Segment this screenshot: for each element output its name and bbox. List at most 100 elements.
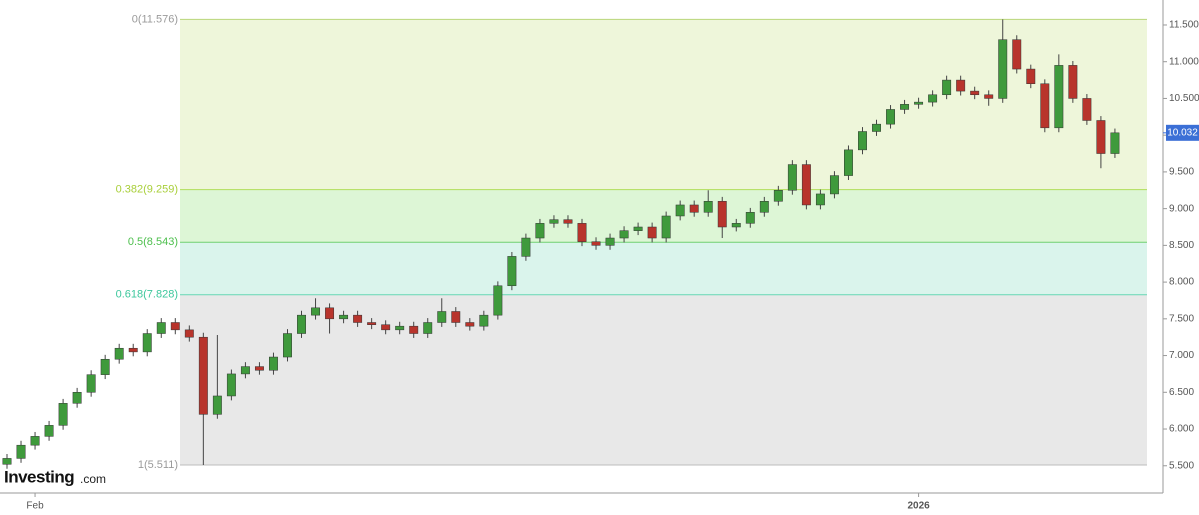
candle-body: [44, 425, 54, 437]
candle-body: [198, 336, 208, 415]
candle-body: [311, 307, 320, 316]
candle-body: [535, 223, 545, 239]
candle-body: [773, 190, 783, 202]
candle-body: [114, 347, 124, 360]
candle-body: [240, 366, 250, 375]
candle-body: [1096, 120, 1106, 154]
candle-body: [521, 237, 531, 257]
candle-body: [900, 104, 910, 110]
y-tick-label: 11.000: [1169, 56, 1199, 67]
candle-body: [437, 311, 447, 323]
candle-body: [717, 201, 727, 228]
candle-body: [1082, 98, 1092, 121]
candle-body: [58, 403, 68, 426]
candle-body: [325, 307, 335, 320]
candle-body: [423, 322, 433, 334]
logo-brand: Investing: [4, 467, 74, 486]
candle-body: [633, 226, 643, 231]
fib-zone: [180, 294, 1147, 465]
candle-body: [731, 223, 741, 228]
candle-body: [703, 201, 713, 213]
candle-body: [30, 436, 40, 446]
candle-body: [381, 324, 391, 331]
candle-body: [339, 314, 349, 320]
candle-body: [2, 458, 12, 465]
fib-zone: [180, 242, 1147, 295]
candle-body: [465, 322, 475, 327]
candle-body: [226, 373, 236, 397]
candle-body: [998, 39, 1008, 99]
candle-body: [745, 212, 755, 224]
y-tick-label: 6.500: [1169, 387, 1194, 398]
fib-label: 0.618(7.828): [116, 289, 178, 301]
y-tick-label: 11.500: [1169, 20, 1199, 31]
candle-body: [1026, 68, 1036, 84]
candle-body: [1054, 65, 1064, 129]
candle-body: [184, 329, 194, 338]
y-tick-label: 10.500: [1169, 93, 1199, 104]
candle-body: [128, 347, 138, 353]
candle-body: [1040, 83, 1050, 129]
fib-label: 0.382(9.259): [116, 184, 178, 196]
y-tick-label: 8.000: [1169, 277, 1194, 288]
candle-body: [493, 285, 503, 316]
fib-zone: [180, 19, 1147, 190]
candle-body: [212, 395, 222, 415]
candle-body: [914, 101, 924, 105]
candle-body: [675, 204, 685, 217]
candle-body: [142, 333, 152, 353]
candle-body: [591, 241, 601, 246]
y-tick-label: 5.500: [1169, 460, 1194, 471]
candle-body: [759, 201, 769, 213]
y-tick-label: 9.000: [1169, 203, 1194, 214]
candle-body: [72, 392, 82, 404]
candle-body: [254, 366, 264, 371]
candle-body: [100, 358, 110, 375]
fib-label: 1(5.511): [138, 459, 178, 471]
y-tick-label: 7.000: [1169, 350, 1194, 361]
candle-body: [1068, 65, 1078, 99]
candle-body: [689, 204, 699, 213]
fib-label: 0(11.576): [132, 13, 178, 25]
candle-body: [409, 325, 419, 334]
candle-body: [283, 333, 292, 358]
candle-body: [549, 219, 559, 224]
candle-body: [956, 79, 966, 92]
candle-body: [858, 131, 867, 151]
x-tick-label: Feb: [26, 501, 44, 512]
candle-body: [1110, 132, 1120, 154]
candle-body: [353, 314, 363, 323]
candle-body: [886, 109, 895, 125]
candle-body: [507, 256, 517, 287]
y-tick-label: 9.500: [1169, 167, 1194, 178]
candle-body: [815, 193, 825, 206]
candle-body: [577, 223, 587, 242]
x-tick-label: 2026: [907, 501, 930, 512]
candle-body: [16, 444, 26, 459]
candle-body: [787, 164, 797, 191]
candle-body: [269, 356, 278, 371]
candle-body: [619, 230, 629, 239]
candle-body: [297, 314, 306, 334]
candle-body: [563, 219, 573, 224]
candle-body: [984, 94, 994, 99]
fib-label: 0.5(8.543): [128, 236, 178, 248]
y-tick-label: 6.000: [1169, 424, 1194, 435]
candle-body: [479, 314, 489, 327]
candle-body: [647, 226, 657, 239]
candle-body: [170, 322, 180, 331]
last-price-label: 10.032: [1167, 127, 1198, 138]
logo-suffix: .com: [80, 472, 106, 486]
candle-body: [970, 90, 980, 96]
candle-body: [156, 322, 166, 334]
candle-body: [928, 94, 938, 103]
candle-body: [844, 149, 853, 176]
last-price-box: [1166, 124, 1199, 141]
candle-body: [395, 325, 405, 331]
candle-body: [1012, 39, 1022, 70]
candle-body: [367, 322, 377, 325]
candle-body: [605, 237, 615, 246]
candle-body: [661, 215, 671, 239]
